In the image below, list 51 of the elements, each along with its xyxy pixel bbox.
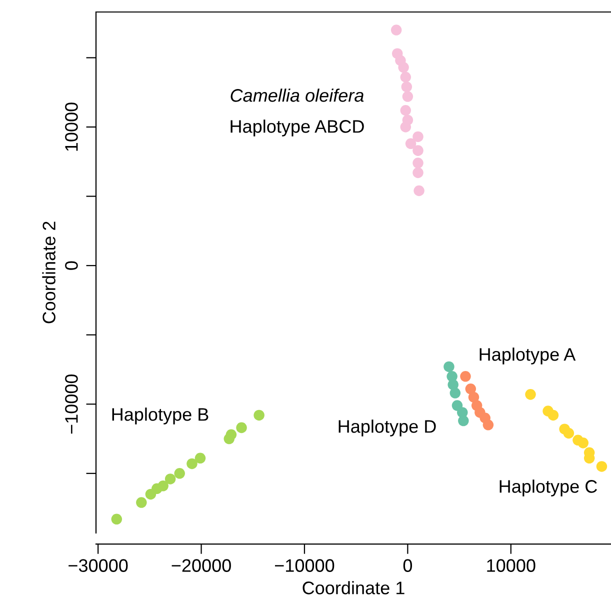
point	[254, 410, 264, 421]
point	[412, 131, 424, 142]
point	[596, 461, 608, 472]
point	[400, 122, 411, 132]
point	[414, 185, 424, 196]
point	[236, 422, 247, 434]
point	[174, 468, 185, 479]
point	[460, 371, 471, 382]
point	[465, 384, 476, 394]
point	[224, 433, 235, 444]
point	[194, 452, 206, 464]
x-tick-label: 10000	[487, 559, 536, 572]
point	[450, 388, 461, 398]
x-axis-title: Coordinate 1	[302, 581, 404, 594]
annotation: Haplotype ABCD	[230, 120, 364, 136]
annotation: Haplotype B	[112, 408, 208, 424]
point	[401, 81, 412, 92]
point	[145, 488, 156, 500]
point	[186, 458, 198, 470]
annotation: Haplotype A	[480, 348, 576, 364]
x-tick-label: −10000	[274, 559, 334, 572]
point	[402, 91, 414, 102]
point	[458, 415, 469, 426]
point	[563, 428, 574, 439]
point	[111, 514, 122, 525]
point	[412, 158, 424, 168]
y-axis-title: Coordinate 2	[42, 222, 56, 324]
point	[400, 105, 411, 116]
x-tick-label: −30000	[68, 559, 128, 572]
point	[578, 438, 589, 448]
point	[412, 145, 424, 156]
point	[412, 167, 424, 178]
y-tick-label: 10000	[65, 102, 78, 151]
point	[548, 410, 559, 421]
x-tick-label: 0	[403, 559, 412, 572]
point	[405, 138, 416, 150]
annotation: Haplotype C	[500, 480, 597, 496]
x-tick-label: −20000	[172, 559, 231, 572]
point	[390, 24, 402, 36]
y-tick-label: −10000	[65, 374, 78, 434]
point	[525, 389, 536, 400]
point	[136, 497, 147, 508]
point	[164, 474, 176, 484]
annotation: Haplotype D	[338, 420, 436, 436]
annotation: Camellia oleifera	[230, 88, 364, 102]
point	[398, 62, 409, 73]
point	[444, 361, 454, 372]
point	[468, 392, 480, 403]
point	[482, 420, 494, 430]
point	[400, 72, 411, 83]
y-tick-label: 0	[65, 261, 78, 270]
